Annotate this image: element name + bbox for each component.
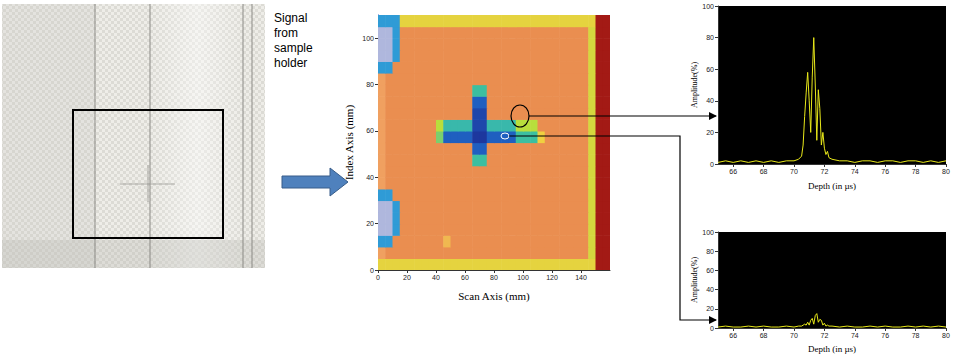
svg-text:66: 66 (729, 332, 737, 339)
svg-text:0: 0 (710, 161, 714, 168)
svg-text:68: 68 (760, 168, 768, 175)
svg-text:Signal: Signal (274, 11, 307, 25)
svg-text:20: 20 (706, 305, 714, 312)
svg-text:Index Axis (mm): Index Axis (mm) (343, 105, 356, 180)
svg-text:78: 78 (912, 332, 920, 339)
svg-text:80: 80 (366, 81, 374, 88)
svg-text:74: 74 (851, 332, 859, 339)
svg-text:66: 66 (729, 168, 737, 175)
svg-text:20: 20 (706, 129, 714, 136)
svg-text:20: 20 (366, 220, 374, 227)
svg-text:70: 70 (790, 332, 798, 339)
svg-text:60: 60 (461, 274, 469, 281)
svg-text:76: 76 (881, 332, 889, 339)
svg-text:40: 40 (706, 97, 714, 104)
svg-text:120: 120 (546, 274, 558, 281)
svg-text:40: 40 (366, 174, 374, 181)
svg-text:72: 72 (821, 168, 829, 175)
svg-text:60: 60 (706, 66, 714, 73)
svg-text:0: 0 (710, 325, 714, 332)
svg-text:100: 100 (517, 274, 529, 281)
svg-text:holder: holder (274, 56, 307, 70)
svg-text:Amplitude(%): Amplitude(%) (690, 257, 699, 304)
svg-text:100: 100 (702, 3, 714, 10)
svg-text:from: from (274, 26, 298, 40)
svg-text:100: 100 (362, 35, 374, 42)
svg-text:0: 0 (370, 267, 374, 274)
svg-text:40: 40 (706, 286, 714, 293)
svg-text:68: 68 (760, 332, 768, 339)
svg-text:80: 80 (706, 34, 714, 41)
svg-text:0: 0 (376, 274, 380, 281)
svg-text:80: 80 (490, 274, 498, 281)
svg-text:80: 80 (942, 168, 950, 175)
svg-text:Amplitude(%): Amplitude(%) (690, 62, 699, 109)
svg-text:60: 60 (366, 127, 374, 134)
svg-text:sample: sample (274, 41, 313, 55)
svg-text:60: 60 (706, 267, 714, 274)
svg-text:20: 20 (403, 274, 411, 281)
svg-text:80: 80 (706, 248, 714, 255)
svg-text:80: 80 (942, 332, 950, 339)
svg-text:70: 70 (790, 168, 798, 175)
svg-text:78: 78 (912, 168, 920, 175)
svg-text:40: 40 (432, 274, 440, 281)
svg-text:Scan Axis (mm): Scan Axis (mm) (458, 290, 530, 303)
svg-text:Depth (in µs): Depth (in µs) (808, 181, 856, 191)
svg-text:76: 76 (881, 168, 889, 175)
svg-text:72: 72 (821, 332, 829, 339)
svg-text:74: 74 (851, 168, 859, 175)
svg-text:100: 100 (702, 229, 714, 236)
svg-text:Depth (in µs): Depth (in µs) (808, 344, 856, 354)
svg-text:140: 140 (575, 274, 587, 281)
